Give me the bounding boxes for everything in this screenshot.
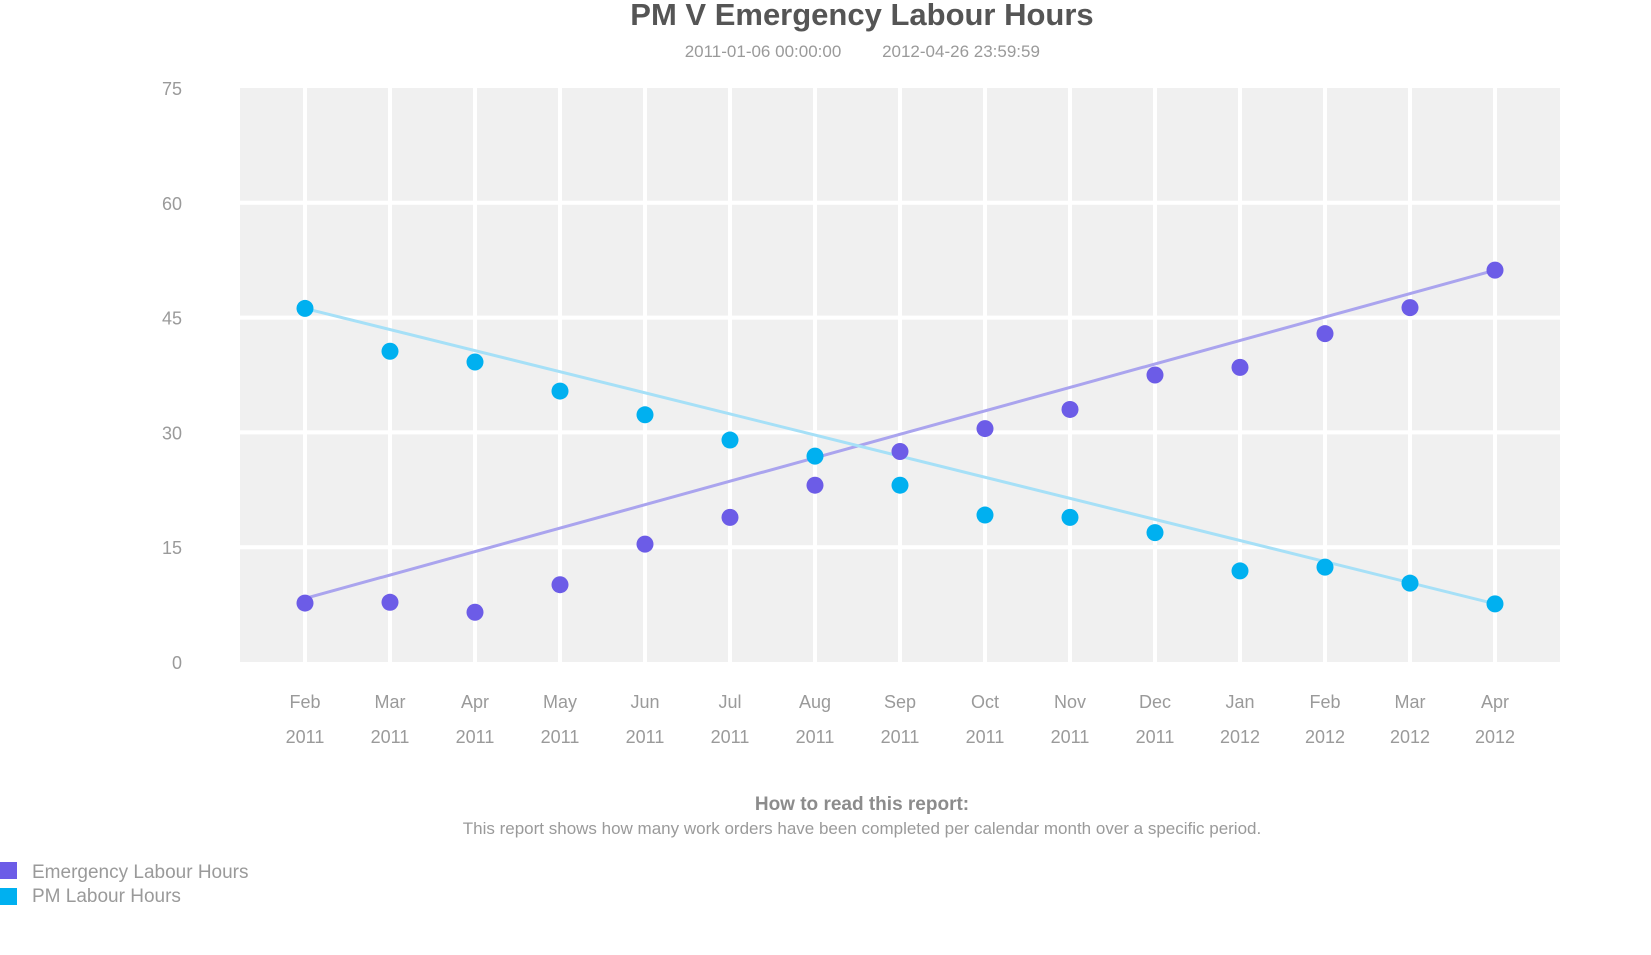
legend-label-pm: PM Labour Hours	[32, 886, 181, 907]
x-tick-month: Jul	[718, 692, 741, 712]
y-tick-label: 45	[162, 309, 182, 329]
x-tick-year: 2011	[966, 727, 1005, 747]
x-tick-month: Apr	[1481, 692, 1509, 712]
data-point-pm	[1401, 574, 1419, 592]
x-tick-month: Jun	[630, 692, 659, 712]
data-point-emergency	[976, 420, 994, 438]
x-tick-year: 2011	[1051, 727, 1090, 747]
data-point-emergency	[1401, 299, 1419, 317]
x-tick-month: Feb	[289, 692, 320, 712]
data-point-pm	[381, 342, 399, 360]
data-point-pm	[296, 299, 314, 317]
chart-subtitle-start: 2011-01-06 00:00:00	[685, 42, 842, 61]
y-axis-ticks: 0 15 30 45 60 75	[162, 79, 182, 673]
data-point-emergency	[1146, 366, 1164, 384]
chart-subtitle-end: 2012-04-26 23:59:59	[882, 42, 1040, 61]
data-point-pm	[1061, 508, 1079, 526]
x-tick-month: Nov	[1054, 692, 1086, 712]
y-tick-label: 0	[172, 653, 182, 673]
x-tick-month: Jan	[1225, 692, 1254, 712]
x-tick-year: 2011	[796, 727, 835, 747]
x-tick-year: 2011	[541, 727, 580, 747]
legend-swatch-emergency	[0, 862, 17, 879]
x-tick-month: Dec	[1139, 692, 1171, 712]
data-point-pm	[976, 506, 994, 524]
data-point-emergency	[381, 593, 399, 611]
chart-title: PM V Emergency Labour Hours	[630, 0, 1093, 32]
y-tick-label: 15	[162, 538, 182, 558]
data-point-pm	[466, 353, 484, 371]
x-tick-month: Feb	[1309, 692, 1340, 712]
x-tick-month: Mar	[375, 692, 406, 712]
data-point-pm	[1231, 562, 1249, 580]
x-tick-month: Apr	[461, 692, 489, 712]
x-tick-year: 2011	[286, 727, 325, 747]
data-point-emergency	[466, 603, 484, 621]
data-point-pm	[806, 447, 824, 465]
y-tick-label: 30	[162, 423, 182, 443]
x-tick-year: 2011	[626, 727, 665, 747]
data-point-emergency	[1486, 261, 1504, 279]
x-tick-month: Mar	[1395, 692, 1426, 712]
note-body: This report shows how many work orders h…	[463, 819, 1261, 838]
x-tick-month: May	[543, 692, 577, 712]
x-tick-month: Sep	[884, 692, 916, 712]
data-point-emergency	[296, 594, 314, 612]
data-point-pm	[1316, 558, 1334, 576]
x-tick-year: 2012	[1220, 727, 1260, 747]
legend: Emergency Labour Hours PM Labour Hours	[0, 862, 249, 907]
data-point-pm	[1146, 524, 1164, 542]
x-tick-year: 2011	[456, 727, 495, 747]
x-tick-year: 2012	[1390, 727, 1430, 747]
data-points	[296, 261, 1504, 621]
data-point-pm	[721, 431, 739, 449]
data-point-emergency	[1061, 400, 1079, 418]
data-point-emergency	[806, 476, 824, 494]
y-tick-label: 75	[162, 79, 182, 99]
data-point-pm	[1486, 595, 1504, 613]
data-point-emergency	[1231, 358, 1249, 376]
data-point-pm	[551, 382, 569, 400]
x-tick-year: 2011	[881, 727, 920, 747]
data-point-emergency	[1316, 325, 1334, 343]
note-heading: How to read this report:	[755, 794, 969, 815]
x-tick-year: 2012	[1305, 727, 1345, 747]
y-tick-label: 60	[162, 194, 182, 214]
data-point-emergency	[721, 508, 739, 526]
x-tick-year: 2011	[711, 727, 750, 747]
legend-label-emergency: Emergency Labour Hours	[32, 862, 249, 883]
x-tick-month: Oct	[971, 692, 999, 712]
data-point-pm	[891, 476, 909, 494]
legend-swatch-pm	[0, 888, 17, 905]
data-point-emergency	[551, 576, 569, 594]
x-tick-year: 2011	[1136, 727, 1175, 747]
data-point-pm	[636, 406, 654, 424]
trend-line-emergency	[304, 268, 1496, 600]
data-point-emergency	[891, 443, 909, 461]
data-point-emergency	[636, 535, 654, 553]
x-tick-year: 2011	[371, 727, 410, 747]
x-tick-month: Aug	[799, 692, 831, 712]
x-tick-year: 2012	[1475, 727, 1515, 747]
x-axis-ticks: Feb 2011 Mar 2011 Apr 2011 May 2011 Jun 2011 Jul 20…	[286, 692, 1515, 747]
